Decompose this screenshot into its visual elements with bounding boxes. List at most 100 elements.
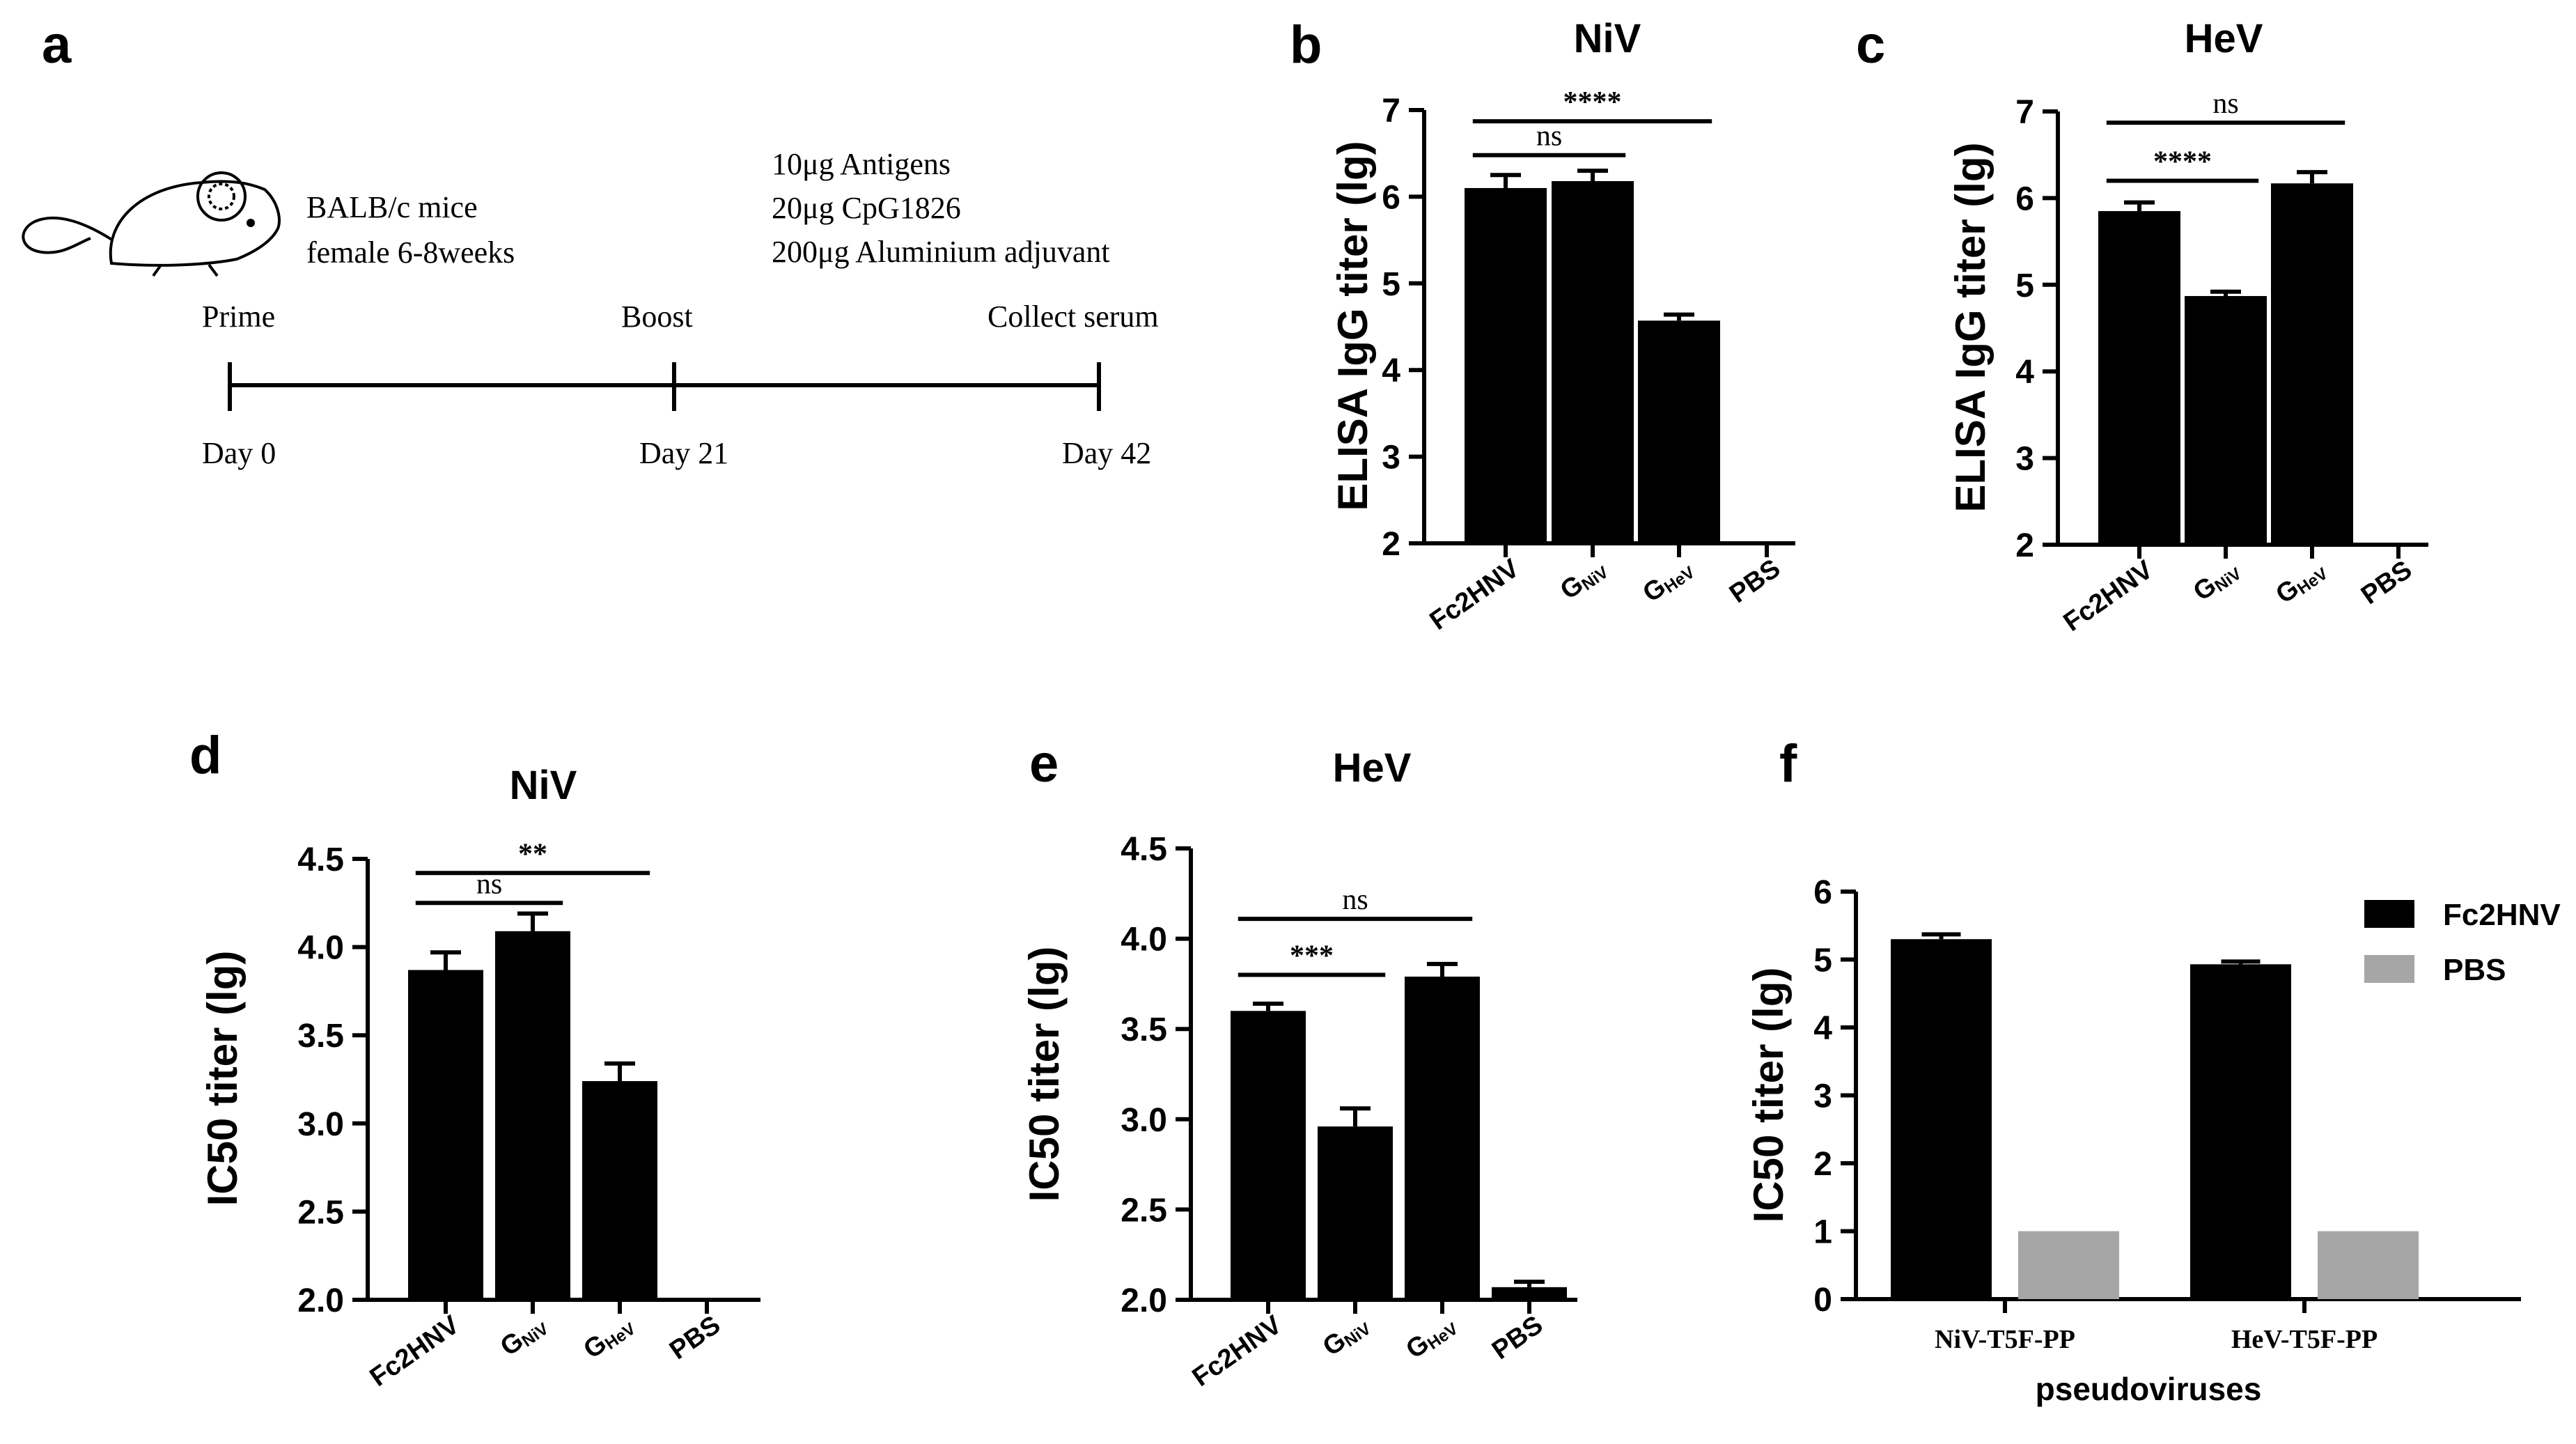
bar-b-1 [1552,181,1634,543]
x-category-label: NiV-T5F-PP [1935,1325,2075,1354]
mouse-body-icon [109,180,281,267]
y-tick-label: 3 [1382,440,1400,476]
y-tick-label: 5 [1813,942,1832,979]
x-category-label: GHeV [579,1310,639,1365]
bar-d-2 [582,1081,657,1300]
chart-title-c: HeV [2185,16,2263,61]
chart-title-d: NiV [510,763,577,808]
significance-label: ** [518,838,547,870]
day-21-label: Day 21 [639,436,728,470]
event-boost-label: Boost [621,300,693,334]
bar-d-0 [408,970,483,1300]
panel-letter-c: c [1856,15,1885,75]
bar-d-1 [495,931,570,1300]
significance-label: ns [1342,884,1368,916]
x-category-label: GNiV [1555,554,1612,606]
bar-f-Fc2HNV-1 [2190,964,2291,1299]
dose-line-1: 10μg Antigens [772,147,951,181]
bar-b-0 [1465,187,1547,543]
y-tick-label: 3 [2015,441,2034,478]
dose-line-3: 200μg Aluminium adjuvant [772,235,1110,269]
day-0-label: Day 0 [202,436,276,470]
y-axis-label: ELISA IgG titer (lg) [1329,141,1376,511]
chart-title-b: NiV [1574,16,1641,61]
mouse-strain-text: BALB/c mice [306,190,478,224]
bar-e-3 [1492,1287,1567,1300]
panel-letter-f: f [1779,734,1797,793]
x-category-label: Fc2HNV [1425,554,1525,636]
significance-label: ns [1536,121,1562,153]
bar-c-1 [2185,295,2267,545]
x-category-label: PBS [2356,555,2417,610]
legend-swatch-PBS [2364,955,2414,983]
y-tick-label: 6 [1813,874,1832,911]
y-tick-label: 2.0 [297,1282,344,1319]
y-tick-label: 2.0 [1121,1282,1167,1319]
x-category-label: GHeV [1401,1310,1462,1365]
x-category-label: Fc2HNV [1187,1310,1288,1392]
y-tick-label: 2 [1813,1146,1832,1183]
y-tick-label: 4 [1813,1010,1832,1047]
y-tick-label: 6 [1382,179,1400,216]
legend-label-Fc2HNV: Fc2HNV [2443,898,2561,932]
x-category-label: GNiV [1318,1310,1375,1363]
bar-f-Fc2HNV-0 [1891,939,1992,1299]
bar-e-0 [1231,1011,1306,1300]
chart-panel-d: d NiV 2.0 2.5 3.0 3.5 4.0 4.5 IC50 titer (lg) Fc2… [189,726,760,1392]
significance-label: **** [2153,146,2212,178]
event-prime-label: Prime [202,300,275,334]
panel-letter-d: d [189,726,221,785]
mouse-ear-icon [196,171,247,222]
x-category-label: HeV-T5F-PP [2231,1325,2378,1354]
significance-label: **** [1563,86,1622,118]
x-category-label: Fc2HNV [365,1310,465,1392]
bar-e-2 [1405,977,1480,1300]
y-tick-label: 2 [1382,526,1400,563]
bar-c-0 [2098,211,2180,545]
panel-letter-b: b [1290,15,1322,75]
bar-f-PBS-0 [2018,1231,2119,1299]
panel-letter-e: e [1029,734,1059,793]
mouse-tail-icon [22,216,114,254]
x-category-label: PBS [1487,1310,1548,1365]
bar-e-1 [1318,1126,1393,1300]
y-tick-label: 0 [1813,1282,1832,1319]
x-category-label: GHeV [1638,554,1699,609]
y-tick-label: 4.0 [297,930,344,967]
x-category-label: PBS [1724,554,1786,609]
y-tick-label: 4 [1382,352,1400,389]
mouse-eye-icon [247,219,255,227]
y-tick-label: 4.5 [1121,831,1167,868]
chart-panel-e: e HeV 2.0 2.5 3.0 3.5 4.0 4.5 IC50 titer (lg) Fc2… [1021,734,1577,1392]
panel-a: a BALB/c mice female 6-8weeks 10μg Antig… [22,15,1159,470]
x-category-label: GHeV [2271,555,2332,610]
x-category-label: Fc2HNV [2059,555,2159,637]
y-tick-label: 7 [1382,93,1400,130]
significance-label: ns [2212,88,2238,120]
y-tick-label: 3.0 [1121,1102,1167,1139]
y-tick-label: 7 [2015,94,2034,131]
bar-b-2 [1638,320,1720,543]
y-tick-label: 4 [2015,354,2034,391]
day-42-label: Day 42 [1062,436,1151,470]
y-tick-label: 3.5 [297,1018,344,1055]
y-axis-label: IC50 titer (lg) [1745,968,1792,1223]
y-tick-label: 2 [2015,527,2034,564]
mouse-details-text: female 6-8weeks [306,235,515,270]
y-tick-label: 3 [1813,1078,1832,1115]
dose-line-2: 20μg CpG1826 [772,191,961,225]
y-axis-label: ELISA IgG titer (lg) [1947,142,1994,512]
y-tick-label: 2.5 [1121,1192,1167,1229]
significance-label: *** [1290,940,1334,972]
y-tick-label: 1 [1813,1214,1832,1251]
y-axis-label: IC50 titer (lg) [1021,947,1068,1202]
chart-title-e: HeV [1333,745,1412,791]
event-collect-label: Collect serum [988,300,1159,334]
bar-c-2 [2271,183,2353,545]
x-axis-title: pseudoviruses [2036,1371,2262,1407]
y-axis-label: IC50 titer (lg) [199,951,246,1206]
bar-f-PBS-1 [2318,1231,2419,1299]
legend-swatch-Fc2HNV [2364,900,2414,928]
